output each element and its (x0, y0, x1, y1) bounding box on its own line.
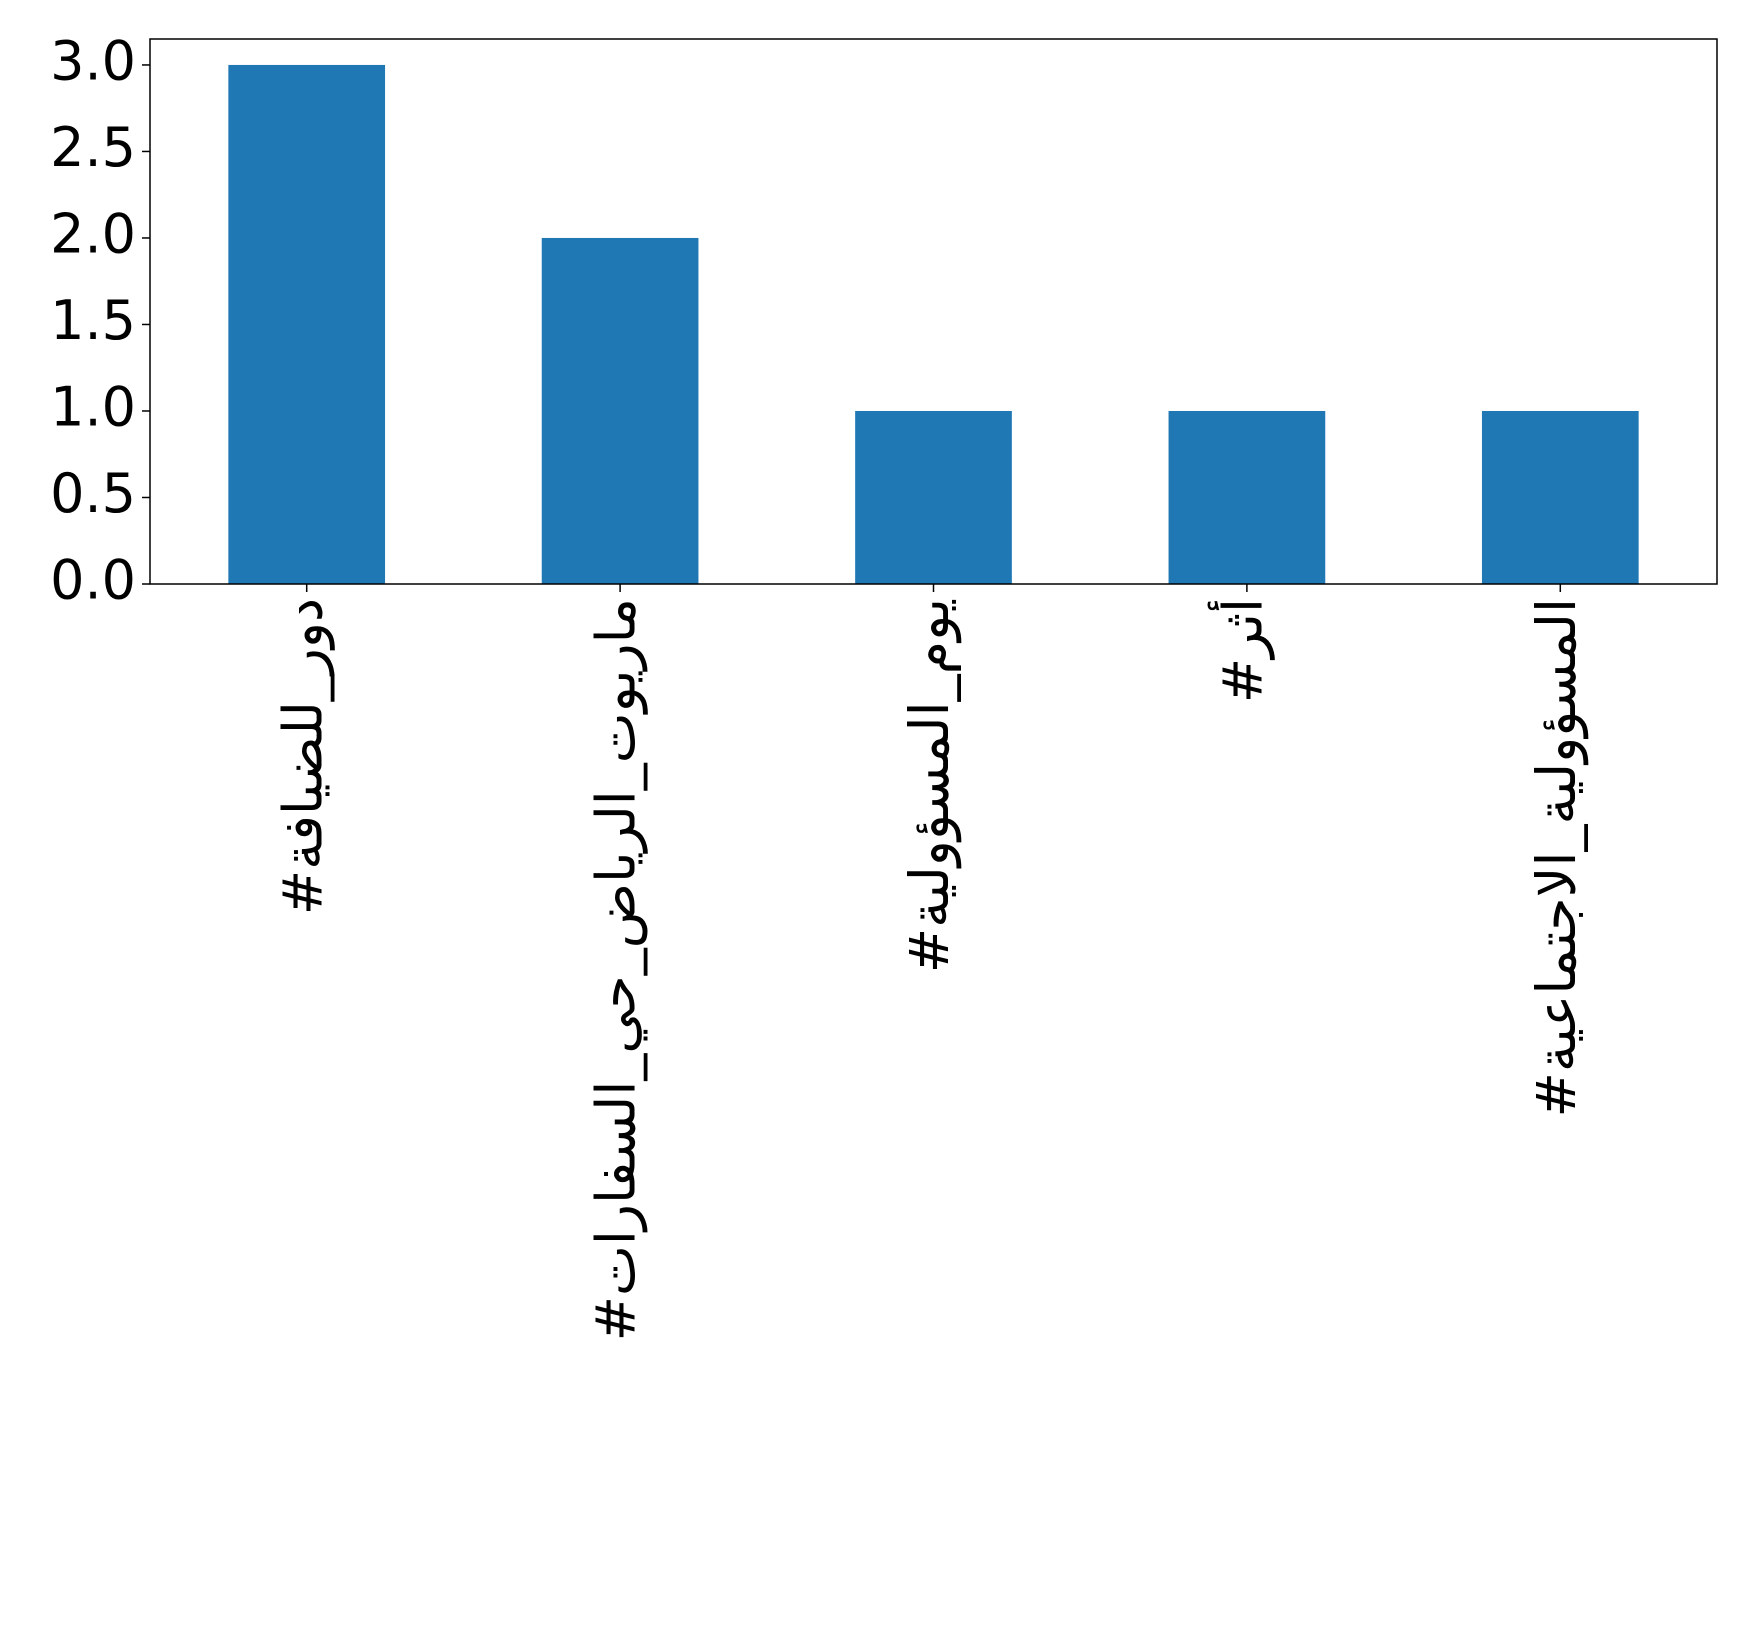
bar (855, 410, 1012, 584)
y-tick-label: 0.0 (50, 549, 136, 612)
x-tick-label: #ماريوت_الرياض_حي_السفارات (585, 598, 648, 1341)
bar (1168, 410, 1326, 584)
x-tick-label: #دور_للضيافة (271, 598, 334, 915)
y-tick-label: 2.5 (50, 116, 136, 179)
bar (228, 64, 386, 584)
y-tick-label: 1.0 (50, 376, 136, 439)
x-tick-label: #يوم_المسؤولية (898, 598, 961, 973)
y-tick-label: 0.5 (50, 462, 136, 525)
plot-frame (149, 38, 1718, 585)
bar (1481, 410, 1639, 584)
x-tick-label: #أثر (1208, 598, 1275, 703)
x-tick-label: #المسؤولية_الاجتماعية (1525, 598, 1588, 1117)
y-tick-label: 1.5 (50, 289, 136, 352)
bar (541, 237, 699, 584)
y-tick-label: 3.0 (50, 30, 136, 93)
y-tick-label: 2.0 (50, 203, 136, 266)
